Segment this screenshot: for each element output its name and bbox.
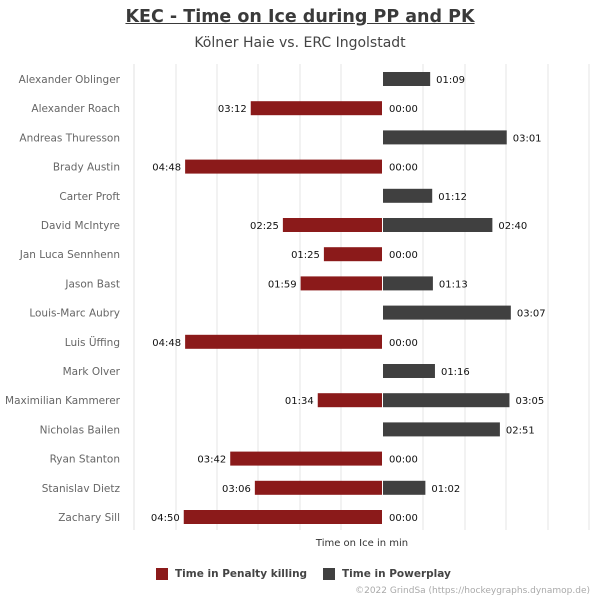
bar-pk-brady-austin	[185, 159, 382, 174]
bar-pk-luis-ffing	[185, 334, 382, 349]
bar-pk-jason-bast	[300, 276, 382, 291]
bar-pp-jason-bast	[383, 276, 433, 291]
data-label-pp-jan-luca-sennhenn: 00:00	[389, 250, 418, 261]
footer-credit: ©2022 GrindSa (https://hockeygraphs.dyna…	[355, 586, 590, 596]
category-label-louis-marc-aubry: Louis-Marc Aubry	[29, 308, 120, 320]
data-label-pp-david-mcintyre: 02:40	[498, 221, 527, 232]
data-label-pp-andreas-thuresson: 03:01	[513, 133, 542, 144]
bar-pp-alexander-oblinger	[383, 72, 431, 86]
category-label-stanislav-dietz: Stanislav Dietz	[42, 483, 121, 495]
bar-pk-maximilian-kammerer	[317, 393, 382, 408]
category-label-jason-bast: Jason Bast	[64, 278, 120, 290]
category-label-brady-austin: Brady Austin	[53, 162, 120, 174]
bar-pk-david-mcintyre	[282, 218, 382, 232]
data-label-pp-alexander-oblinger: 01:09	[436, 75, 465, 86]
category-label-alexander-roach: Alexander Roach	[31, 103, 120, 115]
bar-pk-jan-luca-sennhenn	[323, 247, 382, 262]
data-label-pp-zachary-sill: 00:00	[389, 513, 418, 524]
bar-pk-stanislav-dietz	[254, 480, 382, 495]
bar-pp-carter-proft	[383, 188, 433, 203]
bar-pp-nicholas-bailen	[383, 422, 500, 437]
bar-pp-mark-olver	[383, 364, 435, 378]
data-label-pp-luis-ffing: 00:00	[389, 338, 418, 349]
data-label-pp-louis-marc-aubry: 03:07	[517, 309, 546, 320]
data-label-pk-luis-ffing: 04:48	[152, 338, 181, 349]
chart-subtitle: Kölner Haie vs. ERC Ingolstadt	[194, 35, 406, 51]
data-label-pk-jason-bast: 01:59	[268, 279, 297, 290]
category-label-jan-luca-sennhenn: Jan Luca Sennhenn	[19, 249, 120, 261]
category-label-luis-ffing: Luis Üffing	[65, 336, 120, 349]
data-label-pk-maximilian-kammerer: 01:34	[285, 396, 314, 407]
data-label-pk-david-mcintyre: 02:25	[250, 221, 279, 232]
bar-pk-ryan-stanton	[230, 451, 382, 466]
bar-pp-stanislav-dietz	[383, 480, 426, 495]
legend-swatch-powerplay	[323, 568, 335, 580]
category-label-maximilian-kammerer: Maximilian Kammerer	[5, 395, 121, 407]
bar-pk-alexander-roach	[250, 101, 382, 116]
x-axis-label: Time on Ice in min	[315, 538, 408, 549]
category-label-zachary-sill: Zachary Sill	[58, 512, 120, 524]
data-label-pk-brady-austin: 04:48	[152, 163, 181, 174]
chart-title: KEC - Time on Ice during PP and PK	[125, 7, 475, 27]
legend-item-penalty-killing: Time in Penalty killing	[156, 568, 307, 580]
data-label-pp-stanislav-dietz: 01:02	[431, 484, 460, 495]
legend-swatch-penalty-killing	[156, 568, 168, 580]
bar-pp-maximilian-kammerer	[383, 393, 510, 408]
legend: Time in Penalty killing Time in Powerpla…	[0, 568, 600, 584]
data-label-pp-alexander-roach: 00:00	[389, 104, 418, 115]
data-label-pp-mark-olver: 01:16	[441, 367, 470, 378]
bar-pp-louis-marc-aubry	[383, 305, 511, 320]
data-label-pk-zachary-sill: 04:50	[151, 513, 180, 524]
data-label-pp-nicholas-bailen: 02:51	[506, 425, 535, 436]
category-label-andreas-thuresson: Andreas Thuresson	[19, 132, 120, 144]
data-label-pk-jan-luca-sennhenn: 01:25	[291, 250, 320, 261]
category-label-david-mcintyre: David McIntyre	[41, 220, 120, 232]
category-label-nicholas-bailen: Nicholas Bailen	[40, 424, 120, 436]
category-label-carter-proft: Carter Proft	[59, 191, 120, 203]
data-label-pk-ryan-stanton: 03:42	[197, 455, 226, 466]
bar-pp-andreas-thuresson	[383, 130, 507, 145]
data-label-pk-alexander-roach: 03:12	[218, 104, 247, 115]
bar-chart: Alexander Oblinger 01:09 Alexander Roach 03…	[5, 64, 590, 549]
legend-item-powerplay: Time in Powerplay	[323, 568, 451, 580]
data-label-pk-stanislav-dietz: 03:06	[222, 484, 251, 495]
data-label-pp-maximilian-kammerer: 03:05	[515, 396, 544, 407]
category-label-alexander-oblinger: Alexander Oblinger	[19, 74, 121, 86]
bar-pp-david-mcintyre	[383, 218, 493, 232]
legend-label-powerplay: Time in Powerplay	[342, 568, 451, 580]
legend-label-penalty-killing: Time in Penalty killing	[175, 568, 308, 580]
data-label-pp-ryan-stanton: 00:00	[389, 455, 418, 466]
bar-pk-zachary-sill	[183, 510, 382, 524]
category-label-mark-olver: Mark Olver	[63, 366, 121, 378]
data-label-pp-jason-bast: 01:13	[439, 279, 468, 290]
category-label-ryan-stanton: Ryan Stanton	[50, 454, 120, 466]
data-label-pp-carter-proft: 01:12	[438, 192, 467, 203]
data-label-pp-brady-austin: 00:00	[389, 163, 418, 174]
